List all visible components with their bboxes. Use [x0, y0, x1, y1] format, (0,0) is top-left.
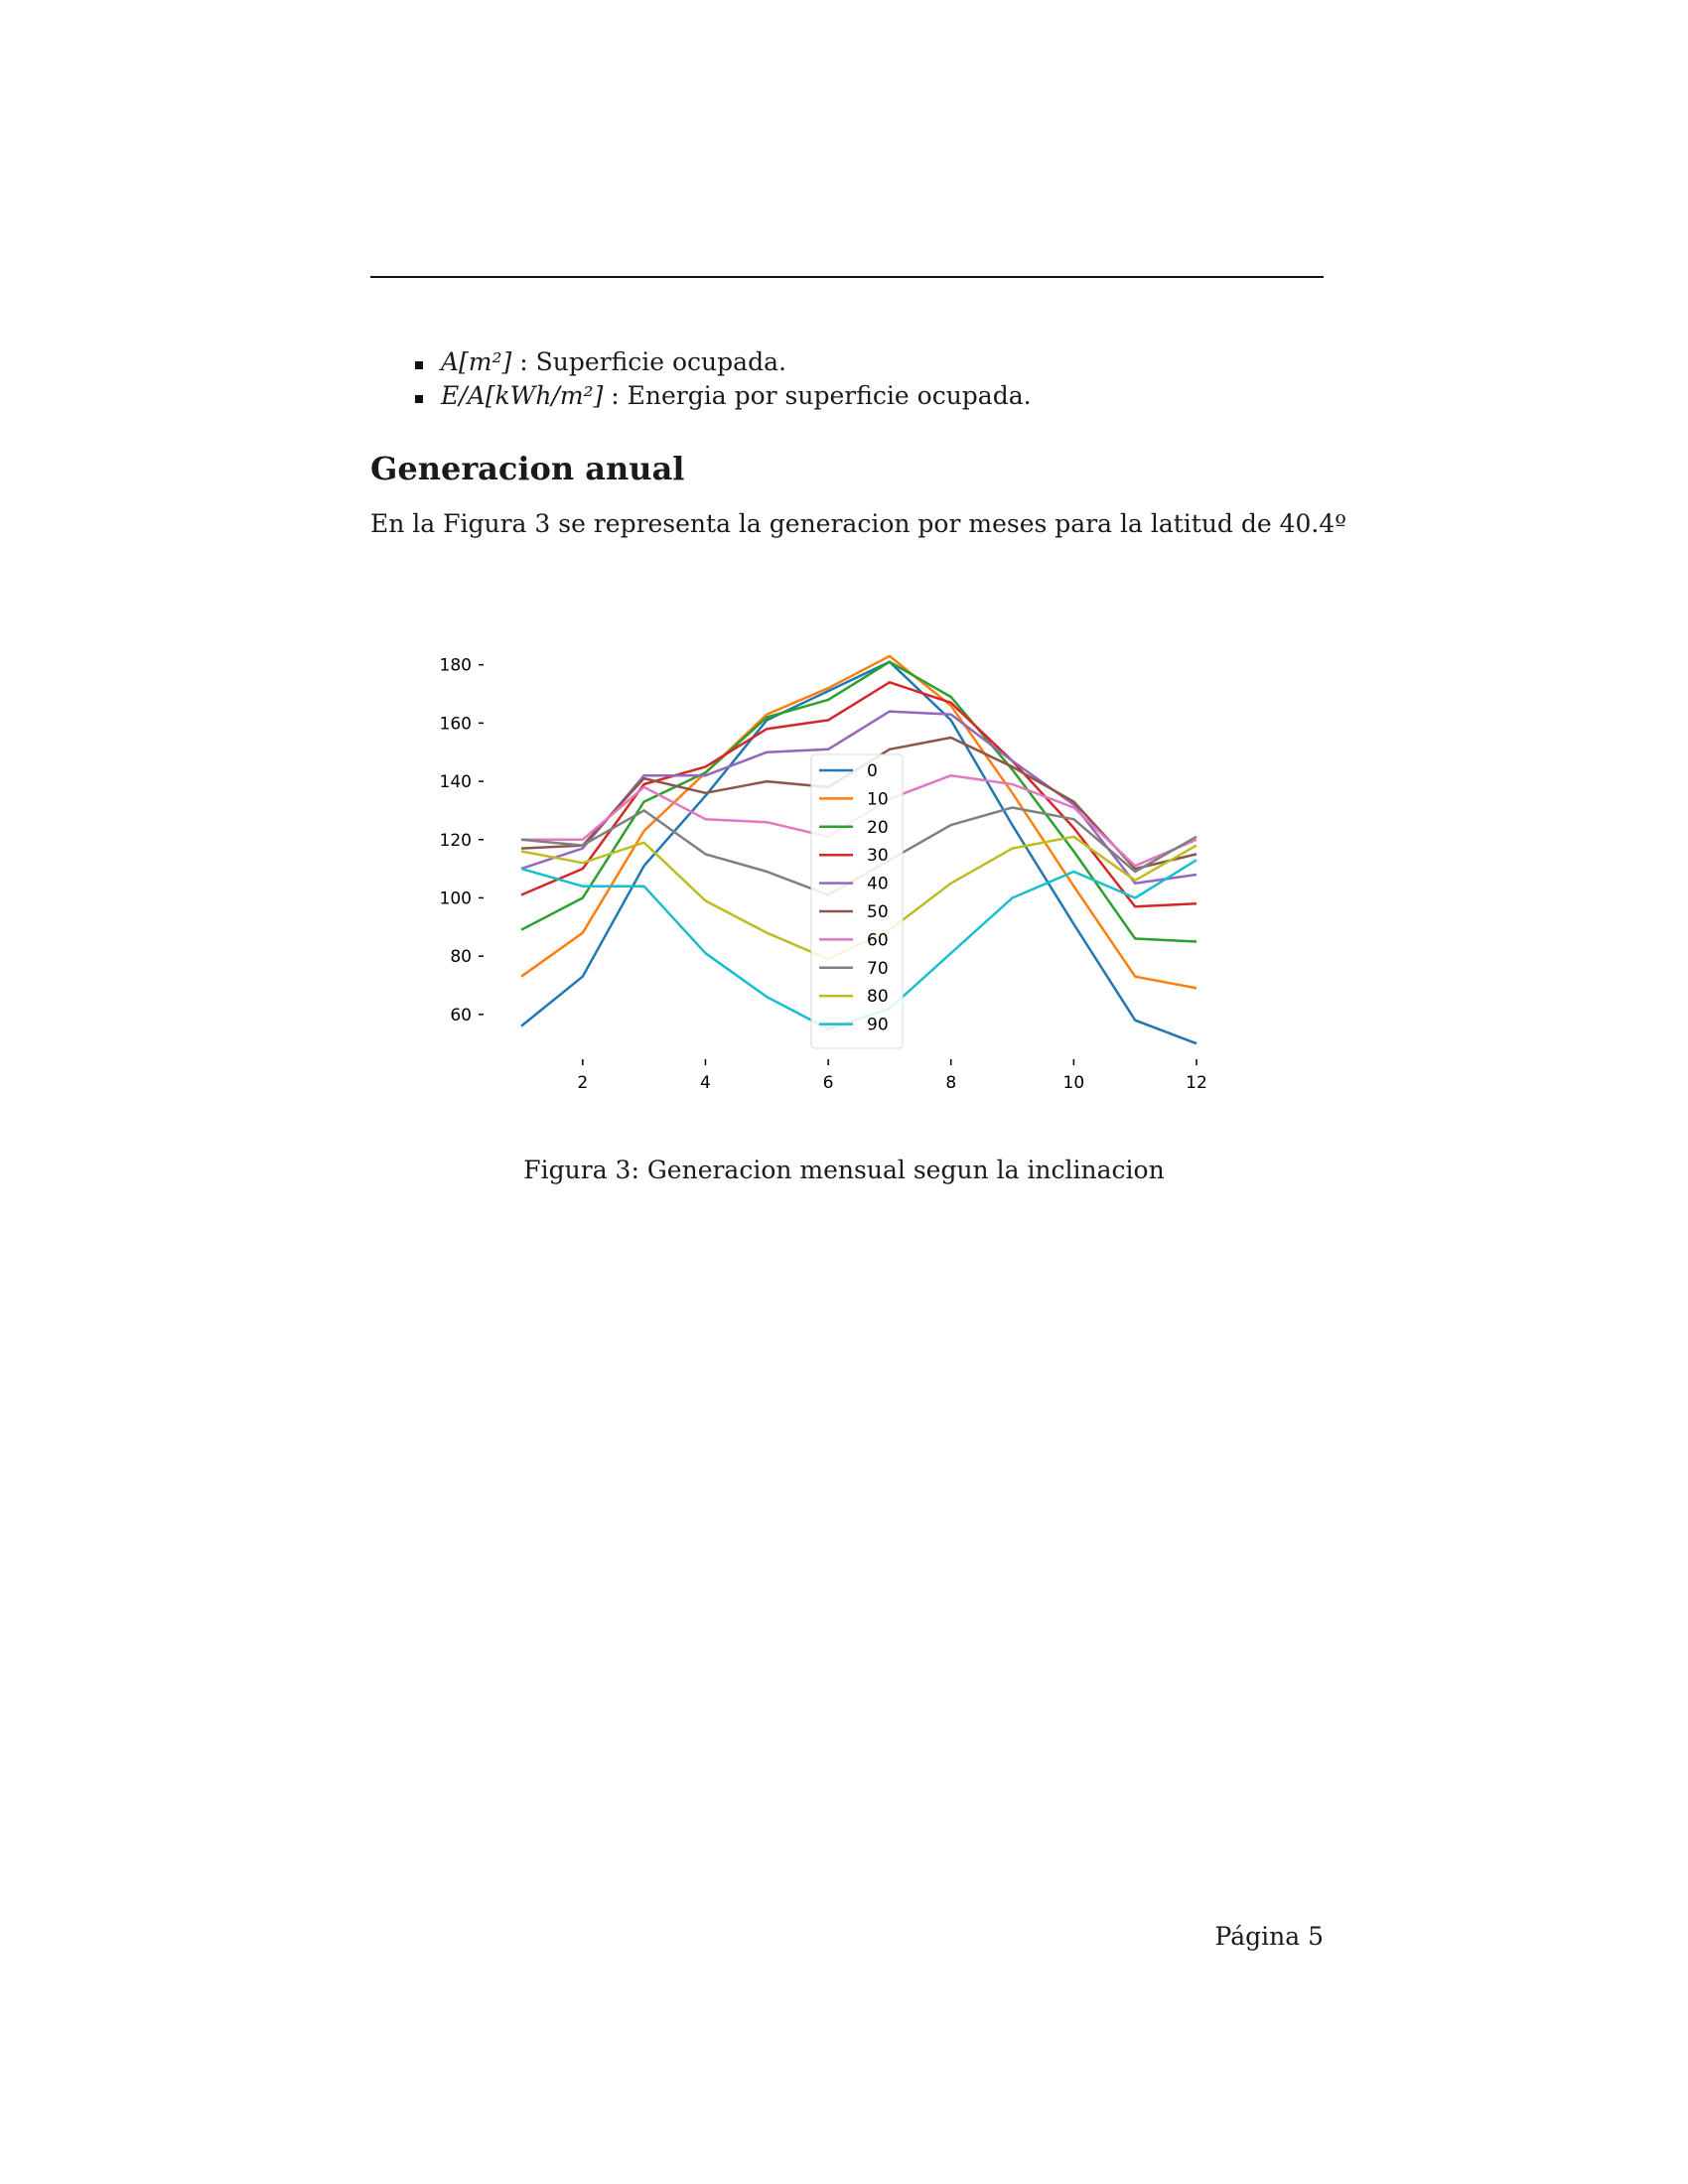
legend-label: 10 — [867, 789, 889, 809]
legend-label: 60 — [867, 930, 889, 950]
x-tick-label: 6 — [823, 1073, 834, 1093]
y-tick-label: 100 — [440, 888, 472, 908]
y-tick-label: 160 — [440, 714, 472, 734]
list-item-text: : Energia por superficie ocupada. — [603, 381, 1032, 410]
series-line-0 — [520, 660, 1197, 1045]
figure-caption: Figura 3: Generacion mensual segun la in… — [523, 1156, 1165, 1184]
series-line-30 — [520, 681, 1197, 908]
legend-label: 20 — [867, 818, 889, 838]
section-heading: Generacion anual — [370, 450, 685, 487]
legend-label: 0 — [867, 761, 878, 781]
section-paragraph: En la Figura 3 se representa la generaci… — [370, 509, 1347, 538]
math-term: E/A[kWh/m²] — [441, 381, 604, 410]
legend-label: 50 — [867, 902, 889, 922]
list-item: E/A[kWh/m²] : Energia por superficie ocu… — [407, 379, 1301, 413]
y-tick-label: 120 — [440, 831, 472, 851]
y-tick-label: 60 — [450, 1006, 472, 1025]
x-tick-label: 4 — [700, 1073, 711, 1093]
y-tick-label: 140 — [440, 772, 472, 792]
series-line-20 — [520, 660, 1197, 943]
legend-label: 30 — [867, 846, 889, 866]
math-term: A[m²] — [441, 347, 512, 376]
x-tick-label: 12 — [1186, 1073, 1207, 1093]
page-number: Página 5 — [1214, 1922, 1324, 1951]
x-tick-label: 2 — [577, 1073, 588, 1093]
x-tick-label: 8 — [945, 1073, 956, 1093]
header-rule — [370, 276, 1324, 278]
list-item: A[m²] : Superficie ocupada. — [407, 345, 1301, 379]
list-item-text: : Superficie ocupada. — [511, 347, 786, 376]
legend-label: 40 — [867, 875, 889, 894]
legend-label: 70 — [867, 959, 889, 979]
x-tick-label: 10 — [1063, 1073, 1085, 1093]
legend-label: 80 — [867, 987, 889, 1007]
series-line-10 — [520, 654, 1197, 990]
legend-label: 90 — [867, 1016, 889, 1035]
definition-list: A[m²] : Superficie ocupada. E/A[kWh/m²] … — [407, 345, 1301, 413]
y-tick-label: 80 — [450, 947, 472, 967]
y-tick-label: 180 — [440, 656, 472, 676]
